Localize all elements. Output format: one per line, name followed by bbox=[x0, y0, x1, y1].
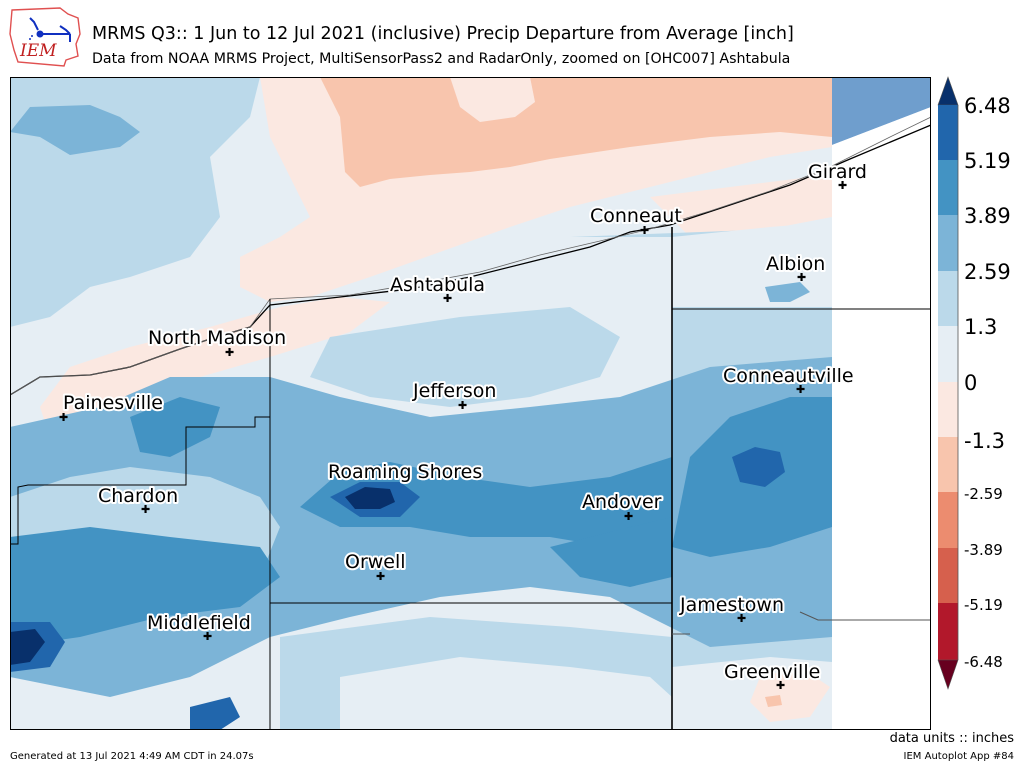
city-orwell: Orwell ✚ bbox=[343, 549, 408, 583]
tick-label: -3.89 bbox=[964, 541, 1003, 559]
city-label: Ashtabula bbox=[390, 274, 485, 296]
city-girard: Girard ✚ bbox=[806, 159, 869, 192]
city-middlefield: Middlefield ✚ bbox=[145, 610, 253, 643]
map-frame bbox=[10, 77, 931, 730]
logo-text: IEM bbox=[19, 41, 57, 61]
colorbar-extend-min bbox=[937, 659, 959, 690]
city-marker-icon: ✚ bbox=[776, 679, 785, 692]
tick-label: 2.59 bbox=[964, 260, 1011, 284]
chart-subtitle: Data from NOAA MRMS Project, MultiSensor… bbox=[92, 51, 791, 67]
tick-label: -5.19 bbox=[964, 596, 1003, 614]
city-conneautville: Conneautville ✚ bbox=[721, 363, 856, 396]
colorbar-ticks: 6.48 5.19 3.89 2.59 1.3 0 -1.3 -2.59 -3.… bbox=[964, 94, 1011, 671]
city-marker-icon: ✚ bbox=[624, 510, 633, 523]
city-marker-icon: ✚ bbox=[797, 271, 806, 284]
tick-label: 0 bbox=[964, 371, 977, 395]
city-marker-icon: ✚ bbox=[443, 292, 452, 305]
city-marker-icon: ✚ bbox=[737, 612, 746, 625]
city-albion: Albion ✚ bbox=[764, 251, 827, 284]
city-north-madison: North Madison ✚ bbox=[146, 325, 288, 359]
tick-label: 5.19 bbox=[964, 149, 1011, 173]
city-painesville: Painesville ✚ bbox=[59, 390, 165, 424]
city-label: Greenville bbox=[724, 661, 820, 683]
city-marker-icon: ✚ bbox=[141, 503, 150, 516]
city-layer: Girard ✚ Conneaut ✚ Albion ✚ Ashtabula ✚… bbox=[59, 159, 869, 692]
city-greenville: Greenville ✚ bbox=[722, 659, 822, 692]
tick-label: 3.89 bbox=[964, 204, 1011, 228]
data-units-label: data units :: inches bbox=[889, 731, 1014, 746]
city-jefferson: Jefferson ✚ bbox=[410, 378, 498, 412]
city-marker-icon: ✚ bbox=[203, 630, 212, 643]
city-label: Conneaut bbox=[590, 205, 682, 227]
precip-departure-map: Girard ✚ Conneaut ✚ Albion ✚ Ashtabula ✚… bbox=[10, 77, 931, 730]
tick-label: -2.59 bbox=[964, 485, 1003, 503]
city-label: Orwell bbox=[345, 551, 406, 573]
colorbar-extend-max bbox=[937, 76, 959, 106]
city-label: Albion bbox=[766, 253, 825, 275]
city-andover: Andover ✚ bbox=[580, 489, 664, 523]
city-roaming-shores: Roaming Shores bbox=[326, 459, 484, 485]
city-marker-icon: ✚ bbox=[458, 399, 467, 412]
tick-label: 6.48 bbox=[964, 94, 1011, 118]
city-marker-icon: ✚ bbox=[796, 383, 805, 396]
boundary-lines bbox=[10, 116, 931, 730]
city-chardon: Chardon ✚ bbox=[96, 483, 180, 516]
city-label: Jefferson bbox=[412, 380, 496, 402]
city-marker-icon: ✚ bbox=[376, 570, 385, 583]
city-label: Roaming Shores bbox=[328, 461, 482, 483]
iowa-outline-icon bbox=[9, 7, 81, 67]
city-marker-icon: ✚ bbox=[225, 346, 234, 359]
city-label: Painesville bbox=[63, 392, 163, 414]
city-label: Girard bbox=[808, 161, 867, 183]
city-label: Chardon bbox=[98, 485, 178, 507]
generated-timestamp: Generated at 13 Jul 2021 4:49 AM CDT in … bbox=[10, 751, 254, 762]
tick-label: -1.3 bbox=[964, 429, 1005, 453]
city-jamestown: Jamestown ✚ bbox=[677, 592, 786, 625]
colorbar: 6.48 5.19 3.89 2.59 1.3 0 -1.3 -2.59 -3.… bbox=[937, 76, 1011, 690]
city-conneaut: Conneaut ✚ bbox=[588, 203, 684, 237]
city-label: Andover bbox=[582, 491, 662, 513]
city-label: Jamestown bbox=[679, 594, 784, 616]
tick-label: 1.3 bbox=[964, 315, 997, 339]
city-label: North Madison bbox=[148, 327, 286, 349]
city-marker-icon: ✚ bbox=[838, 179, 847, 192]
city-ashtabula: Ashtabula ✚ bbox=[388, 272, 487, 305]
city-label: Middlefield bbox=[147, 612, 251, 634]
city-label: Conneautville bbox=[723, 365, 854, 387]
app-label: IEM Autoplot App #84 bbox=[903, 751, 1014, 762]
tick-label: -6.48 bbox=[964, 653, 1003, 671]
city-marker-icon: ✚ bbox=[59, 411, 68, 424]
chart-title: MRMS Q3:: 1 Jun to 12 Jul 2021 (inclusiv… bbox=[92, 24, 794, 44]
iem-logo: IEM bbox=[9, 7, 81, 67]
city-marker-icon: ✚ bbox=[640, 224, 649, 237]
wind-barb-icon bbox=[29, 17, 39, 31]
